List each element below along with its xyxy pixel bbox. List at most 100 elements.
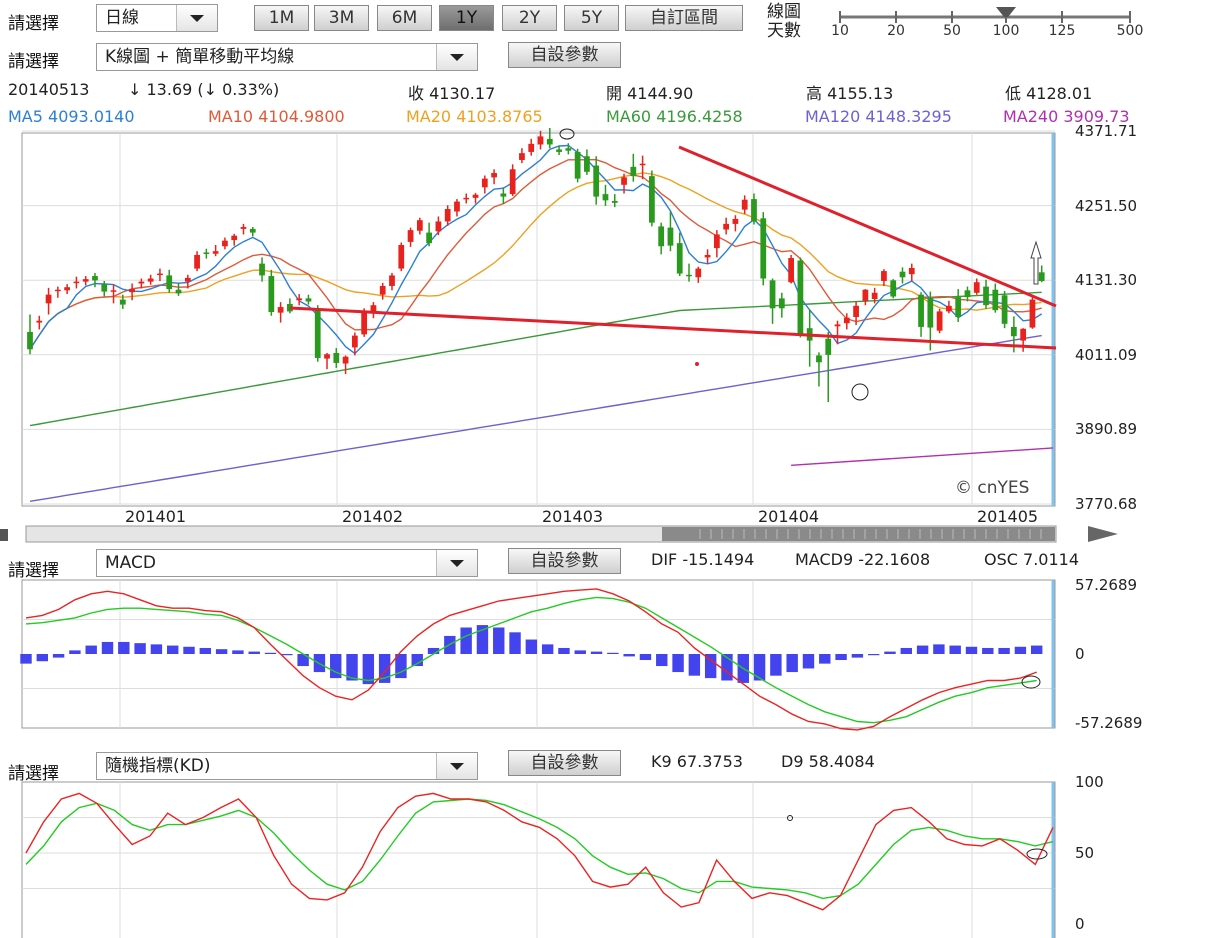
candle[interactable] — [389, 272, 395, 291]
slider-handle-icon[interactable] — [996, 7, 1016, 17]
candle[interactable] — [194, 251, 200, 272]
candle[interactable] — [268, 269, 275, 316]
candle[interactable] — [546, 128, 553, 149]
candle[interactable] — [64, 284, 71, 295]
macd-select[interactable]: MACD — [96, 549, 478, 577]
candle[interactable] — [277, 302, 284, 323]
days-slider[interactable]: 10 20 50 100 125 500 — [828, 4, 1148, 38]
candle[interactable] — [723, 217, 730, 235]
scroll-right-icon[interactable] — [1088, 526, 1118, 542]
candle[interactable] — [324, 352, 330, 370]
candle[interactable] — [556, 145, 562, 156]
candle[interactable] — [92, 272, 98, 288]
candle[interactable] — [528, 138, 535, 156]
macd-param-button[interactable]: 自設參數 — [508, 548, 621, 574]
chevron-down-icon[interactable] — [176, 5, 217, 31]
candle[interactable] — [964, 286, 971, 302]
scroll-thumb[interactable] — [662, 527, 1055, 541]
candle[interactable] — [481, 175, 488, 194]
candle[interactable] — [472, 192, 479, 204]
candle[interactable] — [871, 287, 878, 304]
candle[interactable] — [713, 230, 720, 258]
candle[interactable] — [667, 211, 674, 252]
candle[interactable] — [73, 276, 80, 289]
candle[interactable] — [797, 257, 804, 338]
candle[interactable] — [686, 263, 692, 282]
candle[interactable] — [704, 249, 711, 264]
chevron-down-icon[interactable] — [436, 550, 477, 576]
candle[interactable] — [398, 242, 405, 272]
range-button-6m[interactable]: 6M — [377, 5, 432, 31]
candle[interactable] — [435, 216, 442, 236]
candle[interactable] — [890, 279, 897, 299]
candle[interactable] — [101, 281, 108, 297]
candle[interactable] — [1029, 295, 1036, 329]
period-select[interactable]: 日線 — [96, 4, 218, 32]
candle[interactable] — [249, 227, 256, 237]
candle[interactable] — [778, 292, 785, 318]
range-button-1y[interactable]: 1Y — [439, 5, 494, 31]
range-button-3m[interactable]: 3M — [314, 5, 369, 31]
candle[interactable] — [695, 266, 702, 283]
candle[interactable] — [825, 331, 832, 403]
candle[interactable] — [992, 283, 999, 313]
candle[interactable] — [602, 184, 609, 206]
candle[interactable] — [175, 283, 182, 296]
candle[interactable] — [565, 143, 572, 155]
candle[interactable] — [649, 170, 655, 227]
candle[interactable] — [426, 222, 432, 247]
candle[interactable] — [370, 302, 377, 319]
candle[interactable] — [574, 148, 581, 183]
candle[interactable] — [862, 289, 869, 306]
candle[interactable] — [834, 320, 841, 345]
candle[interactable] — [658, 222, 665, 255]
candle[interactable] — [1038, 265, 1045, 283]
candle[interactable] — [342, 355, 349, 375]
chevron-down-icon[interactable] — [436, 44, 477, 70]
candle[interactable] — [333, 348, 340, 368]
candle[interactable] — [1020, 328, 1027, 352]
candle[interactable] — [379, 282, 386, 300]
candle[interactable] — [843, 313, 850, 330]
chevron-down-icon[interactable] — [436, 753, 477, 779]
candle[interactable] — [621, 173, 627, 194]
candle[interactable] — [741, 195, 748, 214]
candle[interactable] — [769, 278, 776, 324]
candle[interactable] — [491, 169, 497, 185]
candle[interactable] — [983, 279, 989, 309]
candle[interactable] — [231, 233, 238, 246]
macd-chart[interactable] — [0, 578, 1229, 738]
candle[interactable] — [82, 276, 89, 286]
candle[interactable] — [973, 278, 980, 295]
candle[interactable] — [593, 156, 600, 205]
kd-param-button[interactable]: 自設參數 — [508, 750, 621, 776]
candle[interactable] — [788, 254, 794, 284]
candle[interactable] — [881, 269, 887, 286]
custom-range-button[interactable]: 自訂區間 — [625, 5, 743, 31]
candle[interactable] — [296, 294, 303, 306]
candle[interactable] — [760, 212, 767, 286]
candle[interactable] — [630, 153, 637, 182]
chart-type-select[interactable]: K線圖 + 簡單移動平均線 — [96, 43, 478, 71]
candle[interactable] — [946, 300, 952, 314]
candle[interactable] — [416, 217, 423, 235]
candle[interactable] — [816, 352, 822, 387]
time-scrollbar[interactable] — [0, 522, 1229, 548]
candle[interactable] — [147, 274, 154, 285]
scroll-left-icon[interactable] — [0, 529, 8, 541]
range-button-2y[interactable]: 2Y — [502, 5, 557, 31]
candle[interactable] — [444, 205, 451, 226]
candle[interactable] — [45, 287, 52, 315]
main-param-button[interactable]: 自設參數 — [508, 42, 621, 68]
candle[interactable] — [1001, 290, 1008, 329]
candle[interactable] — [519, 148, 525, 164]
candle[interactable] — [908, 263, 915, 282]
candle[interactable] — [584, 149, 590, 175]
candle[interactable] — [138, 278, 145, 289]
candle[interactable] — [240, 223, 247, 235]
candle[interactable] — [509, 164, 516, 196]
candle[interactable] — [54, 286, 61, 298]
candle[interactable] — [676, 232, 683, 277]
candle[interactable] — [407, 227, 414, 247]
kd-chart[interactable] — [0, 780, 1229, 938]
